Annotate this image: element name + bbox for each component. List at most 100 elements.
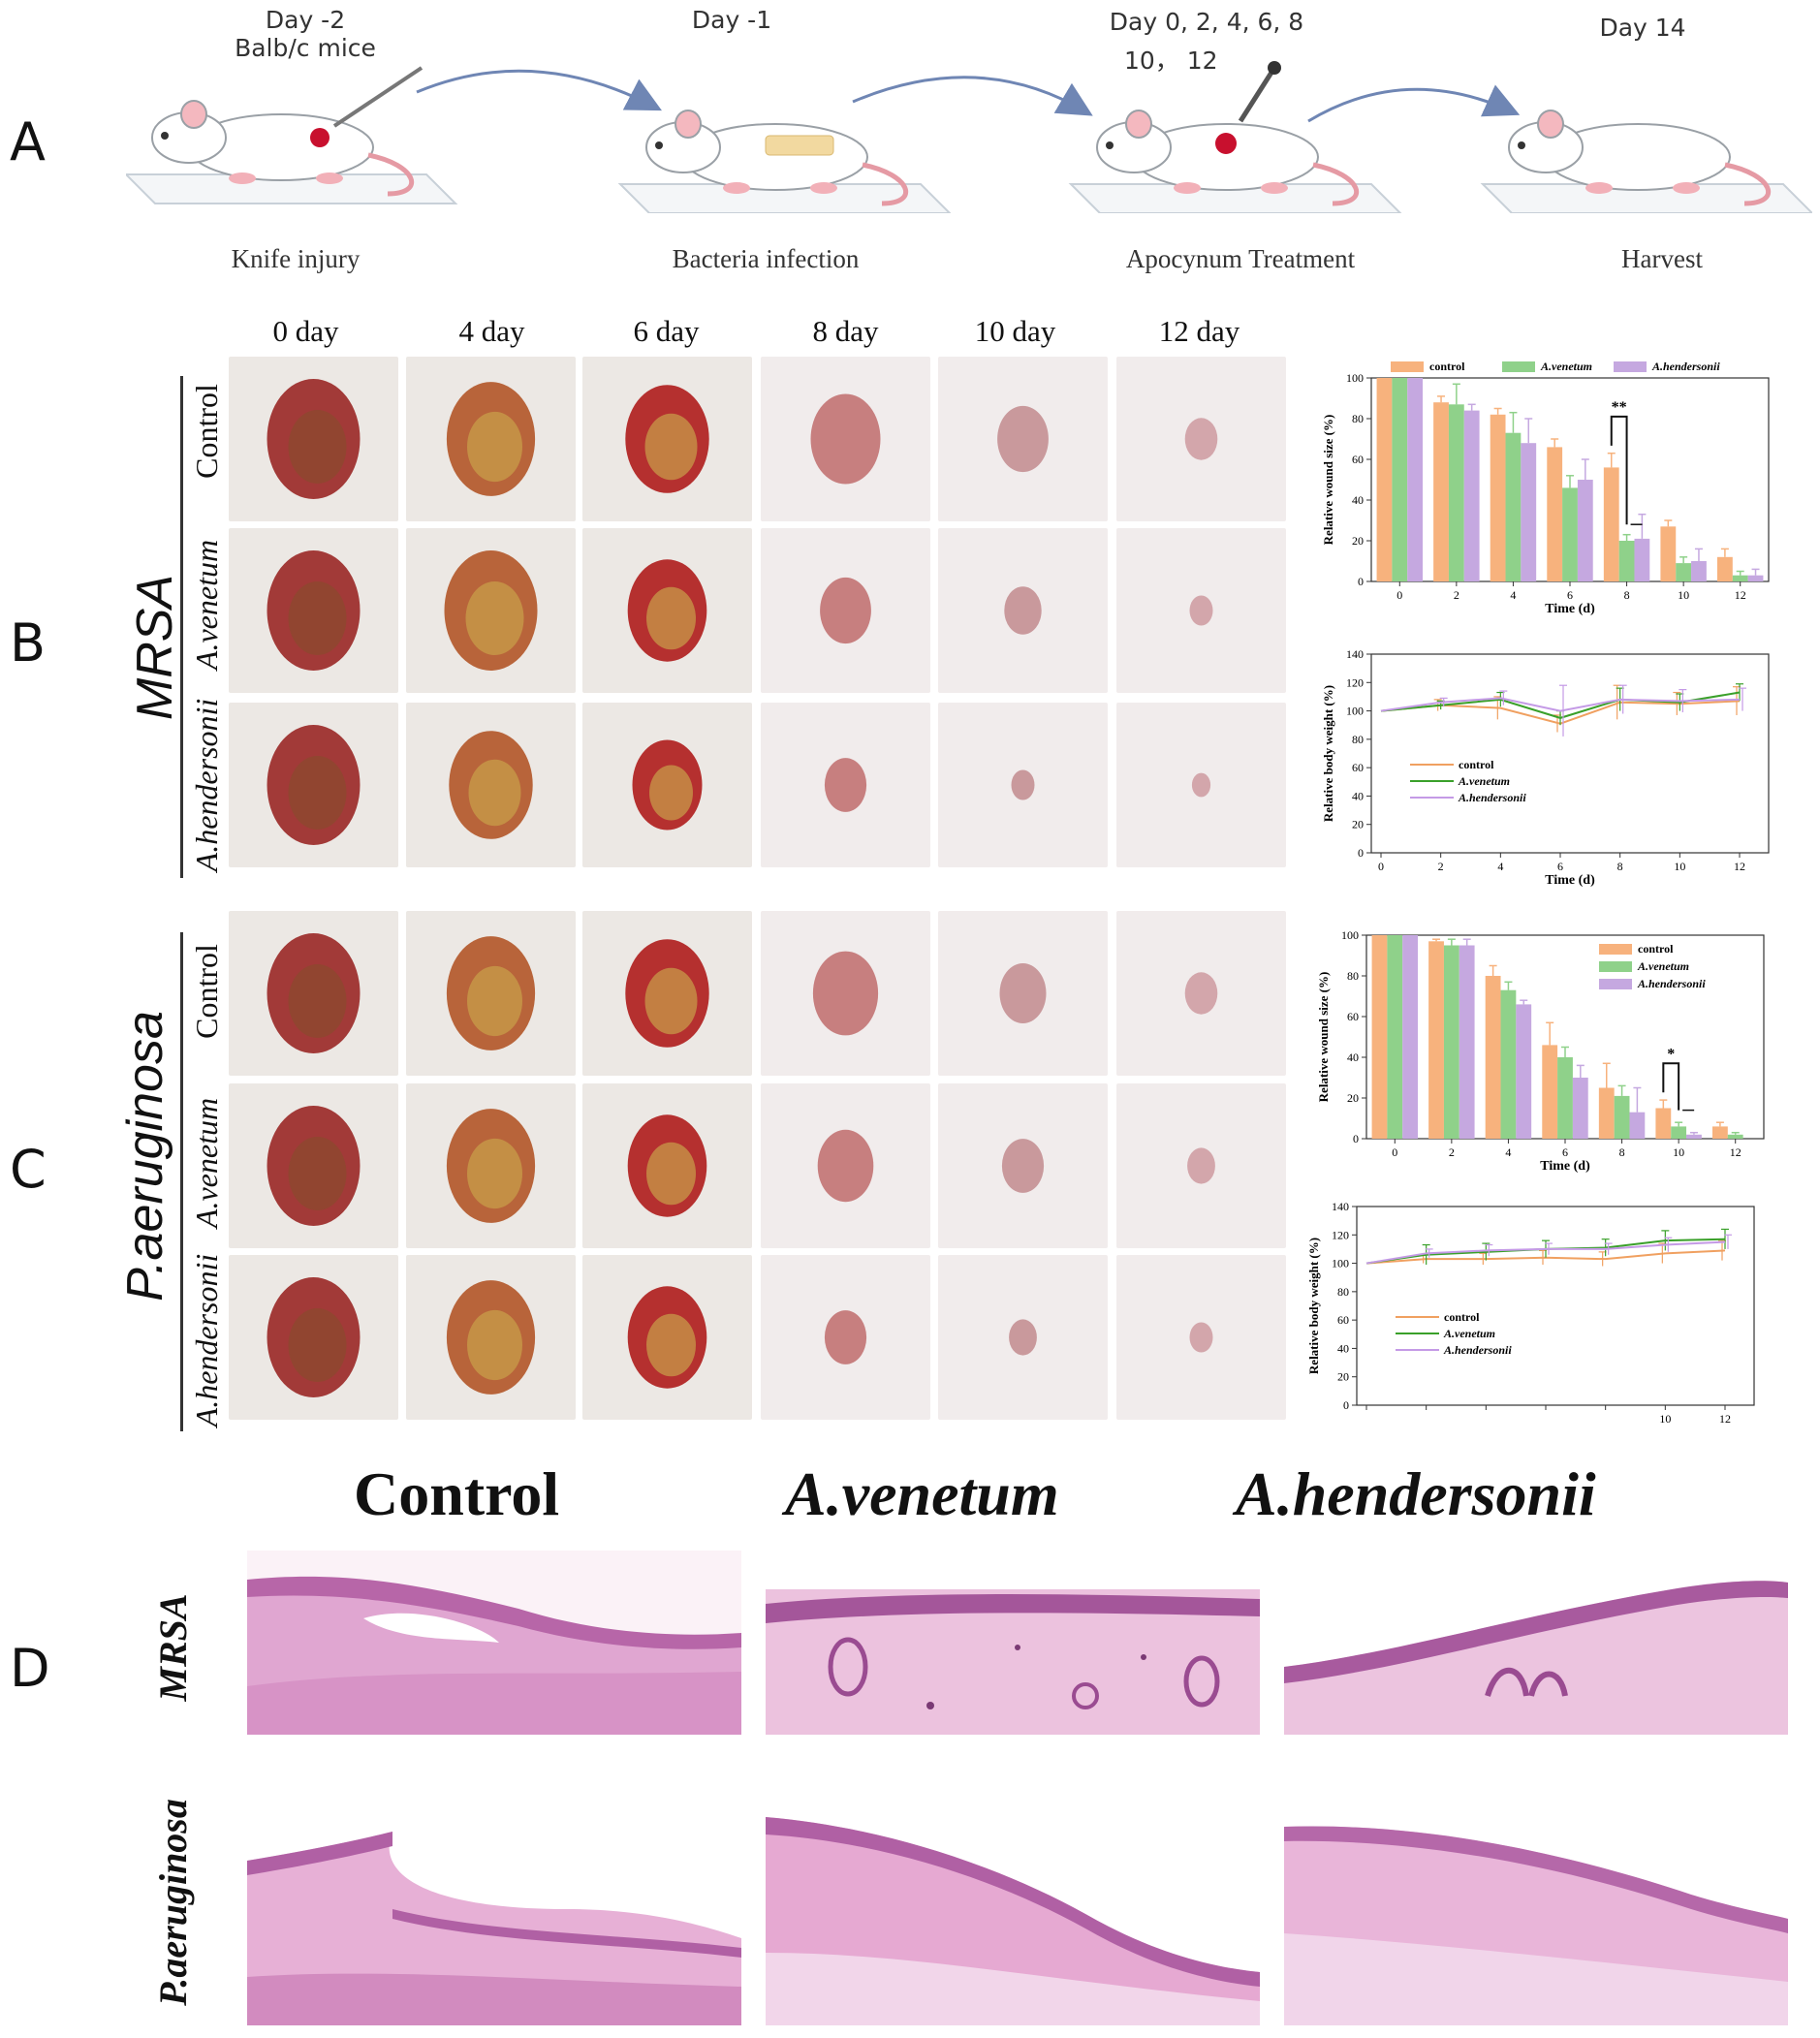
significance-bracket xyxy=(1662,1062,1680,1111)
y-tick-label: 100 xyxy=(1346,371,1364,385)
wound-photo xyxy=(229,528,398,693)
histology-column-title: A.hendersonii xyxy=(1236,1459,1596,1528)
wound-photo xyxy=(761,1083,930,1248)
legend-label: A.hendersonii xyxy=(1637,977,1706,990)
arrow-icon xyxy=(1307,84,1521,123)
day-column-label: 4 day xyxy=(458,314,525,348)
legend-label: A.venetum xyxy=(1637,959,1689,973)
arrow-icon xyxy=(416,69,662,111)
chart-c-body-weight: 0 20 40 60 80 100 120 140 10 12 Relative body weig… xyxy=(1306,1200,1755,1426)
x-tick-label: 4 xyxy=(1497,860,1503,873)
y-tick-label: 80 xyxy=(1352,412,1364,425)
legend-label: A.hendersonii xyxy=(1443,1343,1512,1357)
bar xyxy=(1505,432,1522,581)
wound-photo xyxy=(582,1255,752,1420)
plot-frame xyxy=(1356,1206,1755,1406)
legend-swatch xyxy=(1599,961,1632,972)
bar xyxy=(1433,402,1449,581)
schematic-day-label: Day 14 xyxy=(1555,14,1730,42)
bar xyxy=(1459,945,1475,1139)
legend-label: A.hendersonii xyxy=(1651,360,1720,373)
wound-photo xyxy=(582,528,752,693)
bar xyxy=(1629,1112,1646,1139)
x-tick-label: 6 xyxy=(1567,588,1573,602)
y-tick-label: 140 xyxy=(1332,1200,1349,1213)
day-label-line2: 10， 12 xyxy=(1124,47,1218,75)
wound-photo xyxy=(229,703,398,867)
legend-swatch xyxy=(1614,361,1647,372)
wound-photo xyxy=(406,911,576,1076)
mouse-icon xyxy=(1483,110,1812,213)
bar xyxy=(1691,561,1707,581)
legend-swatch xyxy=(1599,944,1632,955)
y-tick-label: 60 xyxy=(1337,1313,1349,1327)
bar xyxy=(1614,1095,1630,1139)
plot-frame xyxy=(1370,653,1770,854)
schematic-day-label: Day 0, 2, 4, 6, 8 10， 12 xyxy=(1066,8,1347,77)
bar xyxy=(1407,378,1424,581)
legend-label: control xyxy=(1459,758,1494,771)
y-axis-label: Relative wound size (%) xyxy=(1316,972,1331,1103)
bar xyxy=(1463,410,1480,581)
y-tick-label: 0 xyxy=(1358,846,1364,860)
y-tick-label: 40 xyxy=(1347,1050,1359,1064)
x-tick-label: 12 xyxy=(1734,860,1745,873)
group-bracket xyxy=(180,376,183,878)
bar xyxy=(1747,575,1764,581)
legend-label: A.venetum xyxy=(1458,774,1510,788)
bar xyxy=(1603,467,1619,581)
significance-label: * xyxy=(1667,1046,1675,1062)
wound-photo xyxy=(938,1255,1108,1420)
bar xyxy=(1376,378,1393,581)
wound-photo xyxy=(229,1083,398,1248)
y-axis-label: Relative wound size (%) xyxy=(1321,415,1335,546)
histology-image xyxy=(1284,1575,1788,1735)
histology-column-title: Control xyxy=(354,1459,560,1528)
histology-image xyxy=(766,1807,1260,2025)
y-tick-label: 20 xyxy=(1347,1091,1359,1105)
x-tick-label: 0 xyxy=(1392,1145,1397,1159)
day-label-line1: Day 14 xyxy=(1599,14,1686,42)
y-tick-label: 60 xyxy=(1352,761,1364,774)
wound-photo xyxy=(938,1083,1108,1248)
x-axis-label: Time (d) xyxy=(1545,602,1595,616)
wound-photo xyxy=(761,357,930,521)
wound-photo xyxy=(761,703,930,867)
bar xyxy=(1562,487,1578,581)
x-tick-label: 4 xyxy=(1505,1145,1511,1159)
bar xyxy=(1371,935,1388,1139)
mouse-icon xyxy=(126,66,455,204)
y-tick-label: 60 xyxy=(1352,453,1364,466)
bar xyxy=(1448,404,1464,581)
group-label-paeruginosa: P.aeruginosa xyxy=(117,1011,173,1301)
day-column-label: 6 day xyxy=(633,314,700,348)
bar xyxy=(1618,541,1635,581)
panel-letter-b: B xyxy=(10,612,47,674)
legend-swatch xyxy=(1502,361,1535,372)
panel-letter-d: D xyxy=(10,1638,50,1699)
mouse-icon xyxy=(1071,61,1400,213)
wound-photo xyxy=(406,1255,576,1420)
wound-photo xyxy=(761,528,930,693)
y-tick-label: 20 xyxy=(1337,1370,1349,1384)
significance-label: ** xyxy=(1612,399,1627,416)
x-tick-label: 12 xyxy=(1730,1145,1742,1159)
bar xyxy=(1634,538,1650,581)
schematic-day-label: Day -2 Balb/c mice xyxy=(189,6,422,62)
wound-photo xyxy=(406,703,576,867)
mouse-icon xyxy=(620,110,950,213)
x-tick-label: 8 xyxy=(1624,588,1630,602)
x-tick-label: 8 xyxy=(1619,1145,1625,1159)
bar xyxy=(1387,935,1403,1139)
wound-photo xyxy=(1116,911,1286,1076)
x-tick-label: 10 xyxy=(1678,588,1689,602)
legend-label: A.venetum xyxy=(1443,1327,1495,1340)
bar xyxy=(1577,480,1593,581)
bar xyxy=(1542,1045,1558,1139)
x-tick-label: 12 xyxy=(1719,1412,1731,1426)
row-label-hendersonii: A.hendersonii xyxy=(189,1253,224,1427)
day-column-label: 12 day xyxy=(1158,314,1240,348)
y-tick-label: 0 xyxy=(1353,1132,1359,1145)
day-label-line1: Day -1 xyxy=(691,6,772,34)
step-label: Knife injury xyxy=(231,244,361,273)
